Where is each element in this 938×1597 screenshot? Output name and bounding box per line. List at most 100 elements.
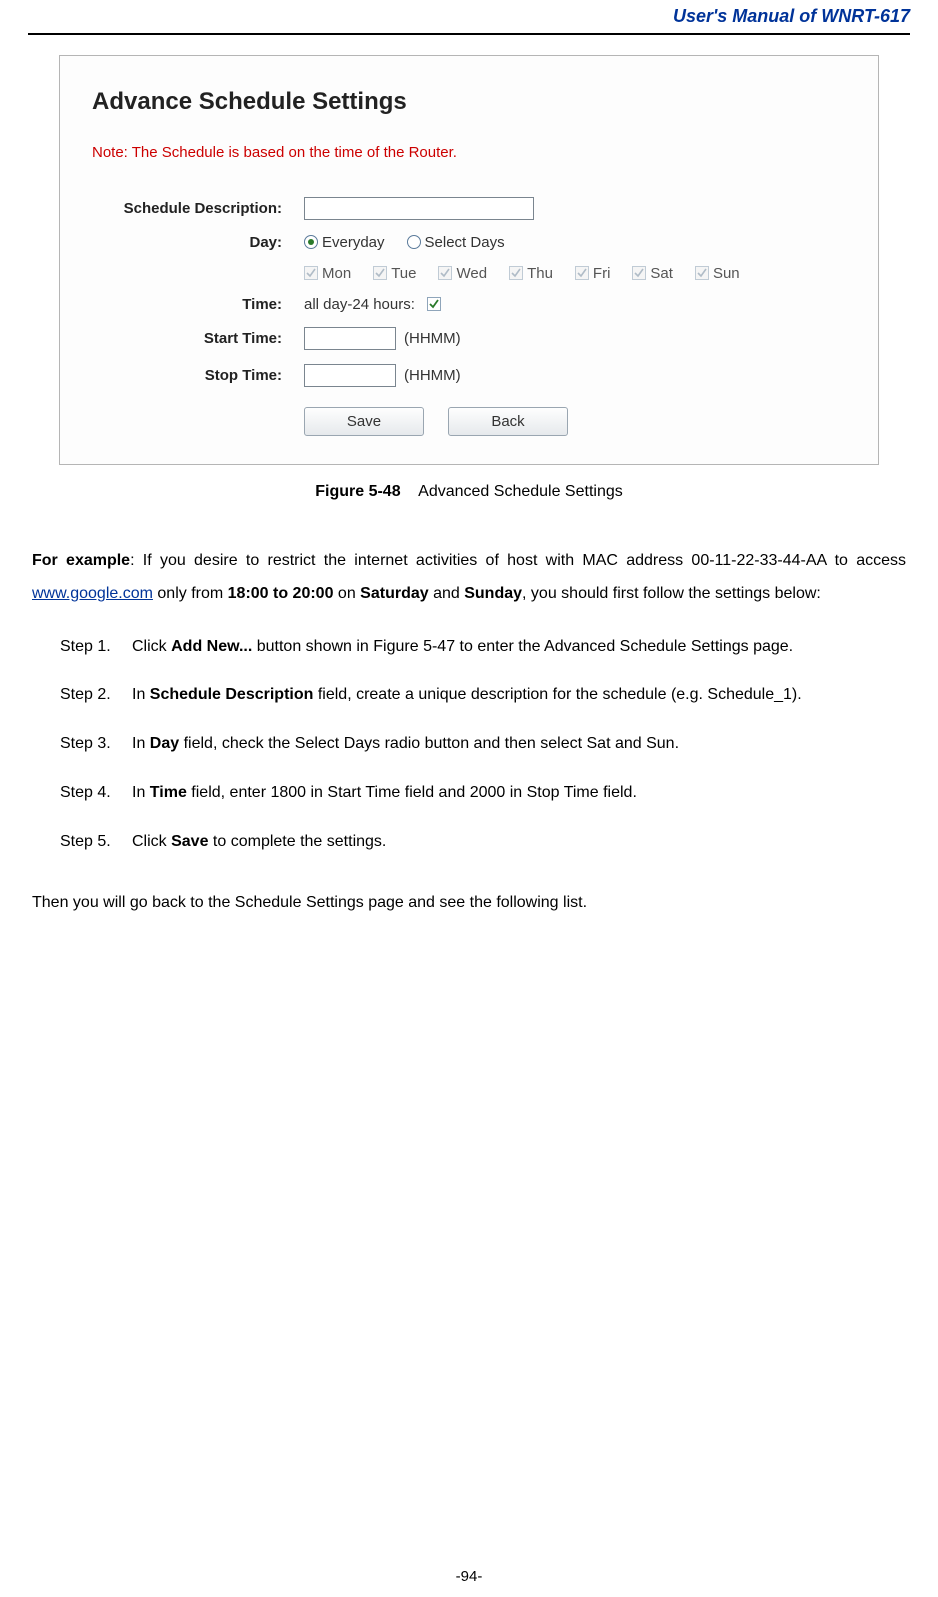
- step-3-body: In Day field, check the Select Days radi…: [132, 728, 906, 761]
- day-tue-label: Tue: [391, 265, 416, 282]
- step-5-body: Click Save to complete the settings.: [132, 826, 906, 859]
- label-stop-time: Stop Time:: [84, 367, 304, 384]
- closing-paragraph: Then you will go back to the Schedule Se…: [32, 887, 906, 919]
- day-fri[interactable]: Fri: [575, 265, 611, 282]
- figure-caption-text: Advanced Schedule Settings: [418, 483, 623, 500]
- step-2-post: field, create a unique description for t…: [313, 686, 801, 703]
- day-sun[interactable]: Sun: [695, 265, 740, 282]
- step-2-body: In Schedule Description field, create a …: [132, 679, 906, 712]
- option-select-days-label: Select Days: [425, 234, 505, 251]
- step-3-post: field, check the Select Days radio butto…: [179, 735, 679, 752]
- step-4-label: Step 4.: [32, 777, 132, 810]
- checkbox-fri-icon: [575, 266, 589, 280]
- example-e: , you should first follow the settings b…: [522, 585, 821, 602]
- day-wed-label: Wed: [456, 265, 487, 282]
- day-mon[interactable]: Mon: [304, 265, 351, 282]
- page: User's Manual of WNRT-617 Advance Schedu…: [0, 0, 938, 1597]
- step-3: Step 3. In Day field, check the Select D…: [32, 728, 906, 761]
- day-thu-label: Thu: [527, 265, 553, 282]
- option-select-days[interactable]: Select Days: [407, 234, 505, 251]
- example-sat: Saturday: [360, 585, 428, 602]
- step-1-figref: Figure 5-47: [373, 638, 455, 655]
- header-divider: [28, 33, 910, 35]
- row-stop-time: Stop Time: (HHMM): [84, 364, 854, 387]
- ctrl-schedule-description: [304, 197, 854, 220]
- label-schedule-description: Schedule Description:: [84, 200, 304, 217]
- day-sun-label: Sun: [713, 265, 740, 282]
- day-thu[interactable]: Thu: [509, 265, 553, 282]
- row-start-time: Start Time: (HHMM): [84, 327, 854, 350]
- radio-everyday-icon: [304, 235, 318, 249]
- example-sun: Sunday: [464, 585, 522, 602]
- checkbox-wed-icon: [438, 266, 452, 280]
- option-everyday[interactable]: Everyday: [304, 234, 385, 251]
- step-4-pre: In: [132, 784, 150, 801]
- figure-caption: Figure 5-48 Advanced Schedule Settings: [28, 483, 910, 501]
- example-c: on: [333, 585, 360, 602]
- step-4: Step 4. In Time field, enter 1800 in Sta…: [32, 777, 906, 810]
- checkbox-tue-icon: [373, 266, 387, 280]
- row-schedule-description: Schedule Description:: [84, 197, 854, 220]
- all-day-label: all day-24 hours:: [304, 296, 415, 313]
- step-1-post: to enter the Advanced Schedule Settings …: [455, 638, 793, 655]
- page-number: -94-: [0, 1568, 938, 1585]
- step-2: Step 2. In Schedule Description field, c…: [32, 679, 906, 712]
- checkbox-sun-icon: [695, 266, 709, 280]
- start-time-input[interactable]: [304, 327, 396, 350]
- day-mon-label: Mon: [322, 265, 351, 282]
- row-day-list: Mon Tue Wed Thu: [84, 265, 854, 282]
- steps-list: Step 1. Click Add New... button shown in…: [32, 631, 906, 859]
- label-time: Time:: [84, 296, 304, 313]
- button-row: Save Back: [84, 407, 854, 436]
- example-d: and: [429, 585, 465, 602]
- back-button[interactable]: Back: [448, 407, 568, 436]
- step-2-pre: In: [132, 686, 150, 703]
- step-4-body: In Time field, enter 1800 in Start Time …: [132, 777, 906, 810]
- step-1-label: Step 1.: [32, 631, 132, 664]
- day-sat[interactable]: Sat: [632, 265, 673, 282]
- label-day: Day:: [84, 234, 304, 251]
- step-2-bold: Schedule Description: [150, 686, 314, 703]
- day-tue[interactable]: Tue: [373, 265, 416, 282]
- step-3-bold: Day: [150, 735, 179, 752]
- step-1-bold: Add New...: [171, 638, 252, 655]
- step-4-post: field, enter 1800 in Start Time field an…: [187, 784, 637, 801]
- example-link[interactable]: www.google.com: [32, 585, 153, 602]
- step-5: Step 5. Click Save to complete the setti…: [32, 826, 906, 859]
- step-1-body: Click Add New... button shown in Figure …: [132, 631, 906, 664]
- ctrl-day-list: Mon Tue Wed Thu: [304, 265, 854, 282]
- example-paragraph: For example: If you desire to restrict t…: [32, 545, 906, 611]
- radio-select-days-icon: [407, 235, 421, 249]
- checkbox-thu-icon: [509, 266, 523, 280]
- page-header: User's Manual of WNRT-617: [28, 0, 910, 29]
- ctrl-start-time: (HHMM): [304, 327, 854, 350]
- example-a: : If you desire to restrict the internet…: [130, 552, 906, 569]
- all-day-checkbox[interactable]: [427, 297, 441, 311]
- checkbox-sat-icon: [632, 266, 646, 280]
- step-4-bold: Time: [150, 784, 187, 801]
- header-title: User's Manual of WNRT-617: [673, 6, 910, 26]
- figure-id: Figure 5-48: [315, 483, 400, 500]
- step-3-label: Step 3.: [32, 728, 132, 761]
- start-time-hint: (HHMM): [404, 330, 461, 347]
- row-day: Day: Everyday Select Days: [84, 234, 854, 251]
- stop-time-input[interactable]: [304, 364, 396, 387]
- step-3-pre: In: [132, 735, 150, 752]
- day-sat-label: Sat: [650, 265, 673, 282]
- panel-title: Advance Schedule Settings: [92, 88, 854, 116]
- ctrl-time: all day-24 hours:: [304, 296, 854, 313]
- save-button[interactable]: Save: [304, 407, 424, 436]
- step-2-label: Step 2.: [32, 679, 132, 712]
- row-time: Time: all day-24 hours:: [84, 296, 854, 313]
- day-wed[interactable]: Wed: [438, 265, 487, 282]
- step-1-mid: button shown in: [252, 638, 373, 655]
- ctrl-day-options: Everyday Select Days: [304, 234, 854, 251]
- example-time: 18:00 to 20:00: [228, 585, 334, 602]
- ctrl-stop-time: (HHMM): [304, 364, 854, 387]
- step-5-pre: Click: [132, 833, 171, 850]
- step-5-post: to complete the settings.: [208, 833, 386, 850]
- figure-screenshot: Advance Schedule Settings Note: The Sche…: [59, 55, 879, 465]
- settings-panel: Advance Schedule Settings Note: The Sche…: [60, 56, 878, 464]
- schedule-description-input[interactable]: [304, 197, 534, 220]
- step-1-pre: Click: [132, 638, 171, 655]
